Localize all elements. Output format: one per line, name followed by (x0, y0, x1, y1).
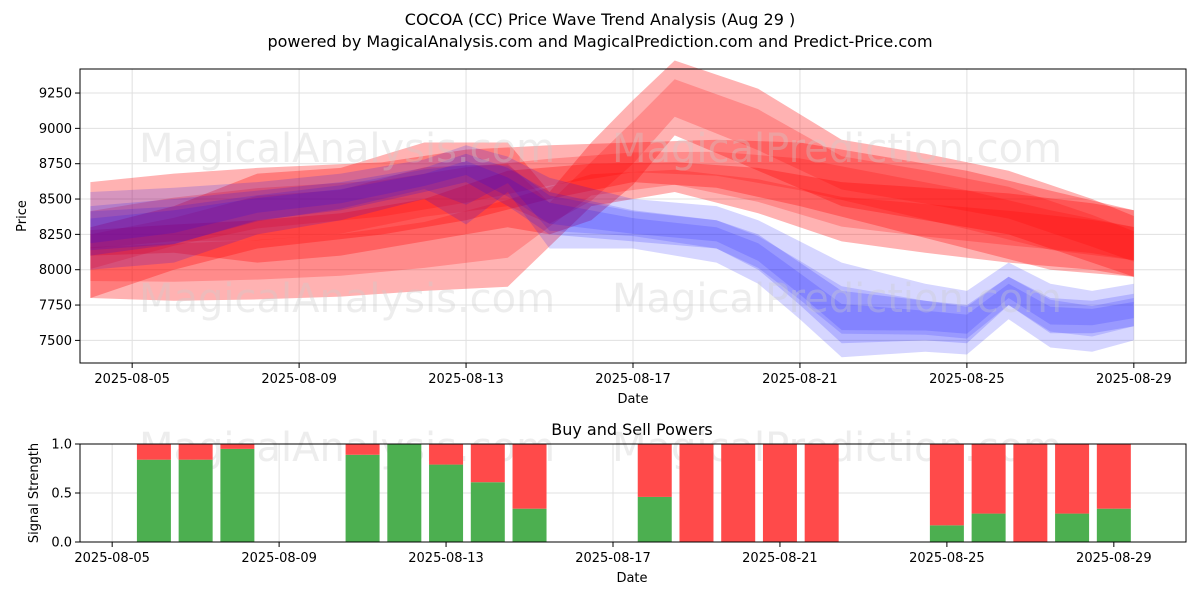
price-x-tick-label: 2025-08-21 (762, 372, 838, 387)
sell-bar (971, 444, 1006, 514)
signal-x-tick-label: 2025-08-25 (909, 551, 985, 566)
signal-x-tick-label: 2025-08-29 (1076, 551, 1152, 566)
signal-y-tick-label: 0.0 (51, 536, 72, 551)
price-x-tick-label: 2025-08-09 (261, 372, 337, 387)
buy-bar (470, 482, 505, 542)
price-x-tick-label: 2025-08-13 (428, 372, 504, 387)
sell-bar (1055, 444, 1090, 514)
sell-bar (512, 444, 547, 509)
price-band-red-3 (90, 60, 1134, 277)
price-y-tick-label: 7750 (39, 299, 72, 314)
price-x-axis-label: Date (617, 392, 648, 407)
signal-x-ticks: 2025-08-05 2025-08-09 2025-08-13 2025-08-17… (74, 542, 1152, 566)
price-grid (80, 69, 1186, 363)
sell-bar (136, 444, 171, 460)
chart-subtitle: powered by MagicalAnalysis.com and Magic… (267, 32, 932, 51)
sell-bar (1013, 444, 1048, 542)
sell-bar (345, 444, 380, 455)
buy-bar (387, 444, 422, 542)
chart-title: COCOA (CC) Price Wave Trend Analysis (Au… (405, 10, 795, 29)
signal-y-ticks: 0.0 0.5 1.0 (51, 438, 80, 551)
sell-bar (929, 444, 964, 526)
price-x-tick-label: 2025-08-17 (595, 372, 671, 387)
price-bands (90, 60, 1134, 358)
price-y-ticks: 7500 7750 8000 8250 8500 8750 9000 9250 (39, 87, 80, 349)
buy-bar (178, 459, 213, 542)
signal-x-axis-label: Date (616, 571, 647, 586)
sell-bar (637, 444, 672, 497)
buy-bar (220, 448, 255, 542)
sell-bar (679, 444, 714, 542)
price-x-tick-label: 2025-08-25 (929, 372, 1005, 387)
sell-bar (1096, 444, 1131, 509)
signal-panel-title: Buy and Sell Powers (551, 420, 713, 439)
price-band-blue-5 (90, 153, 1134, 344)
sell-bar (762, 444, 797, 542)
buy-bar (1096, 508, 1131, 542)
buy-bar (1055, 513, 1090, 542)
buy-bar (929, 525, 964, 542)
watermark-prediction-mid: MagicalPrediction.com (612, 276, 1062, 322)
price-y-tick-label: 8000 (39, 263, 72, 278)
buy-bar (345, 454, 380, 542)
signal-bars (136, 444, 1131, 542)
signal-y-axis-label: Signal Strength (27, 443, 42, 543)
buy-bar (136, 459, 171, 542)
price-watermarks: MagicalAnalysis.com MagicalPrediction.co… (139, 126, 1062, 322)
buy-bar (429, 464, 464, 542)
price-wave-panel: MagicalAnalysis.com MagicalPrediction.co… (15, 60, 1187, 407)
signal-y-tick-label: 1.0 (51, 438, 72, 453)
price-y-tick-label: 7500 (39, 334, 72, 349)
watermark-analysis-top: MagicalAnalysis.com (139, 126, 555, 172)
watermark-analysis-mid: MagicalAnalysis.com (139, 276, 555, 322)
price-y-tick-label: 8250 (39, 228, 72, 243)
signal-y-tick-label: 0.5 (51, 487, 72, 502)
price-y-tick-label: 8750 (39, 157, 72, 172)
sell-bar (429, 444, 464, 465)
watermark-prediction-top: MagicalPrediction.com (612, 126, 1062, 172)
signal-x-tick-label: 2025-08-05 (74, 551, 150, 566)
price-y-tick-label: 8500 (39, 193, 72, 208)
price-band-blue-4 (90, 145, 1134, 358)
price-y-axis-label: Price (15, 200, 30, 232)
buy-bar (971, 513, 1006, 542)
sell-bar (220, 444, 255, 449)
buy-bar (637, 496, 672, 542)
signal-x-tick-label: 2025-08-13 (408, 551, 484, 566)
buy-bar (512, 508, 547, 542)
sell-bar (178, 444, 213, 460)
signal-panel: Buy and Sell Powers MagicalAnalysis.com … (27, 420, 1187, 586)
sell-bar (804, 444, 839, 542)
sell-bar (470, 444, 505, 483)
price-band-red-2 (90, 162, 1134, 301)
price-band-core-red-1 (90, 151, 1134, 269)
price-x-tick-label: 2025-08-29 (1096, 372, 1172, 387)
sell-bar (721, 444, 756, 542)
signal-x-tick-label: 2025-08-21 (742, 551, 818, 566)
price-band-core-blue-4 (90, 165, 1134, 339)
price-band-core-red-2 (90, 169, 1134, 282)
signal-x-tick-label: 2025-08-09 (241, 551, 317, 566)
price-x-ticks: 2025-08-05 2025-08-09 2025-08-13 2025-08-17… (94, 363, 1172, 387)
signal-x-tick-label: 2025-08-17 (575, 551, 651, 566)
price-band-red-1 (90, 139, 1134, 298)
price-x-tick-label: 2025-08-05 (94, 372, 170, 387)
price-band-core-red-3 (90, 79, 1134, 262)
price-y-tick-label: 9000 (39, 122, 72, 137)
price-y-tick-label: 9250 (39, 87, 72, 102)
